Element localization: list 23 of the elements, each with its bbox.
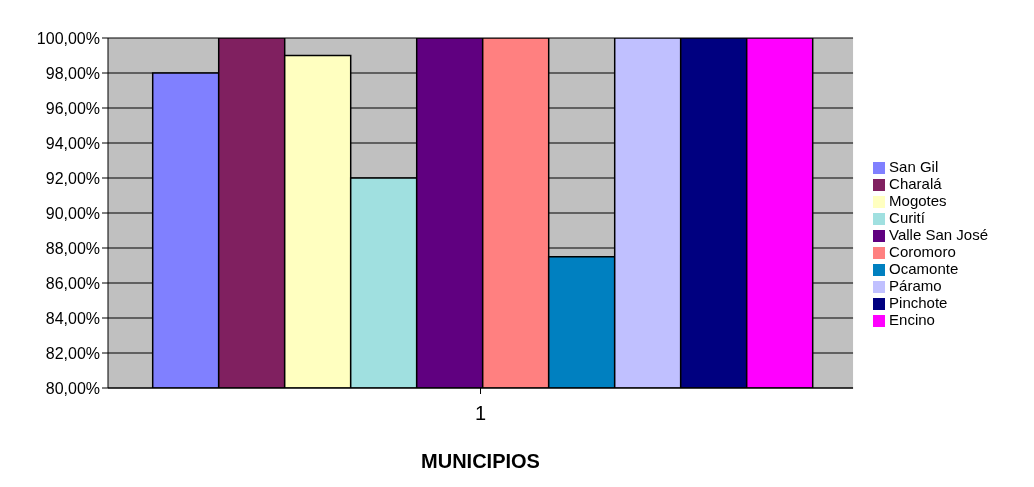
- x-tick-label: 1: [474, 402, 487, 425]
- legend-label: San Gil: [889, 158, 939, 175]
- y-tick-label: 92,00%: [45, 169, 100, 187]
- legend-label: Pinchote: [889, 294, 948, 311]
- y-tick-label: 82,00%: [45, 344, 100, 362]
- legend-label: Coromoro: [889, 243, 956, 260]
- y-tick-label: 86,00%: [45, 274, 100, 292]
- y-tick-label: 84,00%: [45, 309, 100, 327]
- legend-label: Páramo: [889, 277, 942, 294]
- legend-label: Curití: [889, 209, 925, 226]
- legend-label: Encino: [889, 311, 935, 328]
- y-tick-label: 80,00%: [45, 379, 100, 397]
- y-tick-label: 100,00%: [36, 29, 100, 47]
- legend-label: Ocamonte: [889, 260, 959, 277]
- y-tick-label: 98,00%: [45, 64, 100, 82]
- y-tick-label: 88,00%: [45, 239, 100, 257]
- x-axis-title: MUNICIPIOS: [421, 450, 540, 472]
- y-tick-label: 90,00%: [45, 204, 100, 222]
- y-tick-label: 94,00%: [45, 134, 100, 152]
- legend-label: Valle San José: [889, 226, 988, 243]
- legend-label: Mogotes: [889, 192, 947, 209]
- y-tick-label: 96,00%: [45, 99, 100, 117]
- legend-label: Charalá: [889, 175, 942, 192]
